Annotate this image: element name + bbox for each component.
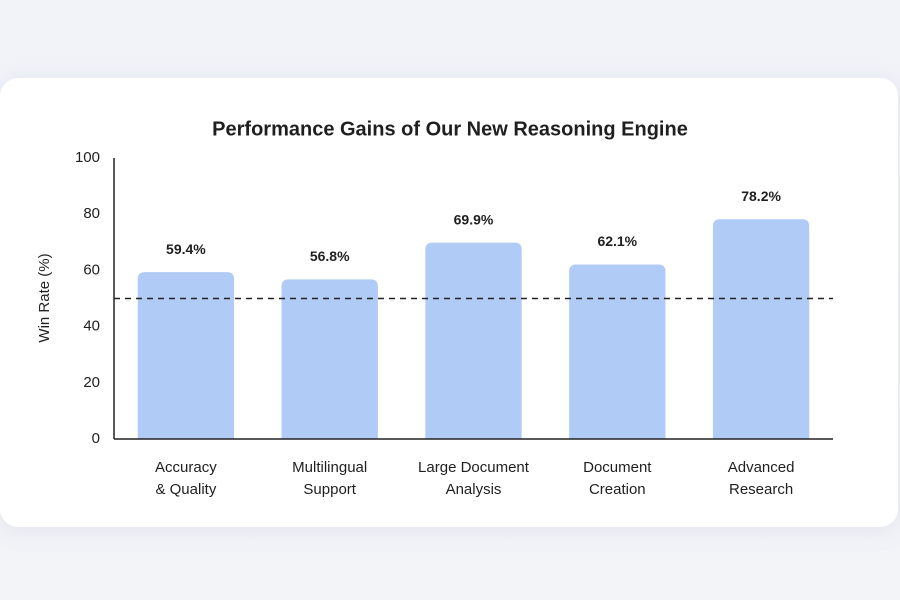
y-tick-label: 100 xyxy=(75,149,100,166)
x-tick-label: Support xyxy=(303,481,356,498)
value-label: 69.9% xyxy=(454,211,494,227)
x-tick-label: Research xyxy=(729,481,793,498)
bar xyxy=(569,264,666,439)
chart-title: Performance Gains of Our New Reasoning E… xyxy=(212,118,688,140)
bar xyxy=(137,272,235,439)
y-tick-label: 20 xyxy=(83,374,100,391)
y-tick-label: 40 xyxy=(83,318,100,335)
y-axis-label: Win Rate (%) xyxy=(36,253,53,342)
bar xyxy=(712,219,810,439)
value-label: 59.4% xyxy=(166,241,206,257)
y-tick-label: 80 xyxy=(83,205,100,222)
x-tick-label: Accuracy xyxy=(155,459,217,476)
x-tick-label: Analysis xyxy=(446,481,502,498)
y-tick-label: 60 xyxy=(83,261,100,278)
bar xyxy=(281,279,378,439)
x-tick-label: Creation xyxy=(589,481,646,498)
bar xyxy=(425,242,522,439)
x-tick-label: Large Document xyxy=(418,459,530,476)
x-tick-label: Multilingual xyxy=(292,459,367,476)
x-tick-label: Advanced xyxy=(728,459,795,476)
value-label: 78.2% xyxy=(741,188,781,204)
x-tick-label: & Quality xyxy=(155,481,216,498)
y-tick-label: 0 xyxy=(92,430,100,447)
x-tick-label: Document xyxy=(583,459,652,476)
value-label: 56.8% xyxy=(310,248,350,264)
value-label: 62.1% xyxy=(597,233,637,249)
